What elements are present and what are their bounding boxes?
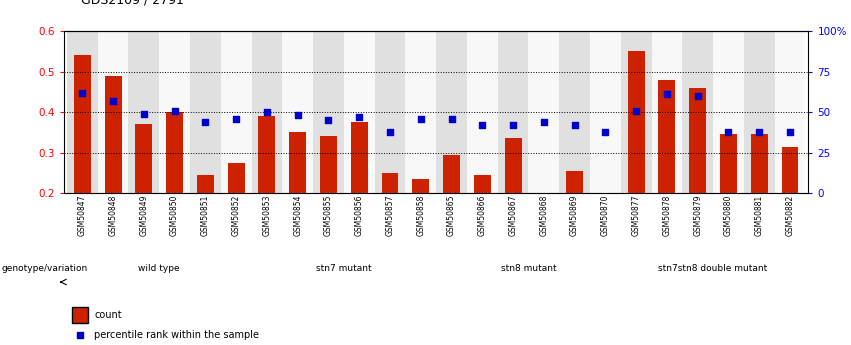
Text: percentile rank within the sample: percentile rank within the sample [94,330,260,339]
Bar [74,55,91,193]
Bar [559,31,590,193]
Bar [252,31,283,193]
Text: stn7 mutant: stn7 mutant [316,264,372,273]
Point [76,90,89,96]
Point [73,332,87,337]
Bar [344,31,374,193]
Point [598,129,612,134]
Bar [220,31,252,193]
Bar [405,31,436,193]
Point [168,108,181,113]
Point [660,91,674,97]
Bar [381,173,398,193]
Bar [259,116,276,193]
Point [414,116,427,121]
Bar [129,31,159,193]
Bar [443,155,460,193]
Bar [744,31,774,193]
Bar [289,132,306,193]
Point [383,129,397,134]
Bar [159,31,190,193]
Point [445,116,459,121]
Text: stn8 mutant: stn8 mutant [500,264,557,273]
Point [568,122,581,128]
Bar [190,31,220,193]
Point [352,114,366,120]
Point [106,98,120,104]
Bar [283,31,313,193]
Bar [166,112,183,193]
Bar [781,147,798,193]
Point [137,111,151,117]
Bar [474,175,491,193]
Point [229,116,243,121]
Text: stn7stn8 double mutant: stn7stn8 double mutant [659,264,768,273]
Bar [197,175,214,193]
Bar [498,31,528,193]
Point [476,122,489,128]
Bar [683,31,713,193]
Bar [436,31,467,193]
Bar [720,135,737,193]
Bar [135,124,152,193]
FancyBboxPatch shape [72,307,88,323]
Bar [659,80,676,193]
Bar [467,31,498,193]
Text: count: count [94,310,122,320]
Point [260,109,274,115]
Bar [713,31,744,193]
Bar [652,31,683,193]
Bar [628,51,644,193]
Text: GDS2109 / 2791: GDS2109 / 2791 [81,0,184,7]
Bar [689,88,706,193]
Point [783,129,797,134]
Bar [535,193,552,195]
Bar [505,138,522,193]
Bar [320,136,337,193]
Bar [566,171,583,193]
Bar [620,31,652,193]
Point [291,112,305,118]
Point [322,117,335,123]
Bar [98,31,129,193]
Bar [528,31,559,193]
Bar [351,122,368,193]
Bar [774,31,805,193]
Point [722,129,735,134]
Text: genotype/variation: genotype/variation [2,264,88,273]
Bar [105,76,122,193]
Bar [597,193,614,211]
Bar [228,163,244,193]
Bar [67,31,98,193]
Point [752,129,766,134]
Text: wild type: wild type [139,264,180,273]
Bar [313,31,344,193]
Bar [374,31,405,193]
Point [691,93,705,99]
Point [537,119,551,125]
Bar [590,31,620,193]
Bar [751,135,768,193]
Bar [412,179,429,193]
Point [198,119,212,125]
Point [506,122,520,128]
Point [630,108,643,113]
